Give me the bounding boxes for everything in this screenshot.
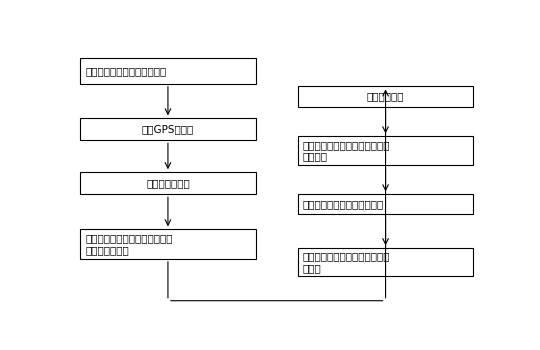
Bar [80,58,256,84]
Bar [298,194,474,215]
Text: 确定解决方案并作出实际反应: 确定解决方案并作出实际反应 [303,199,384,209]
Text: 显示采集数据: 显示采集数据 [367,92,404,102]
Text: 报警器对查温度异常的设备进行
警报预警: 报警器对查温度异常的设备进行 警报预警 [303,140,390,161]
Bar [298,136,474,164]
Bar [80,172,256,194]
Bar [80,118,256,140]
Text: 安装全角度云台: 安装全角度云台 [146,178,190,188]
Text: 对设备进行定时定角度图像采集
并发送采集信息: 对设备进行定时定角度图像采集 并发送采集信息 [85,233,173,255]
Bar [298,86,474,107]
Bar [80,229,256,259]
Text: 装设GPS定位器: 装设GPS定位器 [142,124,194,134]
Text: 将异常原因及解决方案录入后台
服务器: 将异常原因及解决方案录入后台 服务器 [303,252,390,273]
Bar [298,248,474,276]
Text: 布置可移动式热成像测温装置: 布置可移动式热成像测温装置 [85,66,166,76]
